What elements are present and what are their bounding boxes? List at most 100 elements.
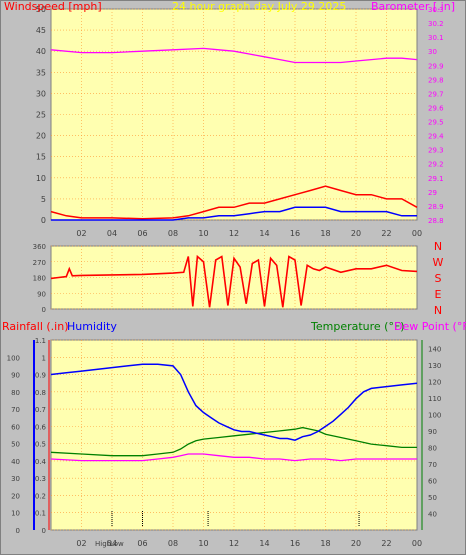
temp-tick-label: 110 — [428, 395, 441, 403]
humidity-tick-label: 70 — [11, 406, 20, 414]
x-tick-label: 08 — [168, 229, 178, 238]
compass-label: S — [435, 272, 442, 285]
wind-speed-line — [51, 206, 417, 221]
x-tick-label: 00 — [412, 229, 422, 238]
rain-tick-label: 0.4 — [35, 458, 47, 466]
rain-tick-label: 0.8 — [35, 389, 46, 397]
direction-axis-ticks: 0 90 180 270 360 — [33, 243, 46, 314]
temperature-axis-label: Temperature (°F) — [310, 320, 405, 333]
wind-gust-line — [50, 185, 418, 220]
x-tick-label: 18 — [320, 229, 330, 238]
direction-tick-label: 90 — [37, 290, 46, 298]
humidity-tick-label: 100 — [7, 354, 20, 362]
x-tick-label: 00 — [412, 539, 422, 548]
baro-tick-label: 29.7 — [428, 90, 444, 98]
top-x-ticks: 02 04 06 08 10 12 14 16 18 20 22 00 — [76, 229, 422, 238]
humidity-tick-label: 50 — [11, 441, 20, 449]
rain-tick-label: 0.1 — [35, 510, 46, 518]
x-tick-label: 06 — [137, 539, 147, 548]
x-tick-label: 20 — [351, 539, 361, 548]
temp-tick-label: 120 — [428, 378, 441, 386]
climate-plot-area — [50, 339, 418, 531]
wind-tick-label: 20 — [36, 132, 46, 141]
x-tick-label: 18 — [320, 539, 330, 548]
wind-tick-label: 30 — [36, 89, 46, 98]
baro-tick-label: 29.2 — [428, 161, 444, 169]
bottom-panel: 0 0.1 0.2 0.3 0.4 0.5 0.6 0.7 0.8 0.9 1 1.1 0 10 20 30… — [2, 320, 466, 548]
x-tick-label: 04 — [107, 229, 117, 238]
chart-title: 24 hour graph day July 29 2025 — [172, 0, 346, 13]
temp-tick-label: 80 — [428, 444, 437, 452]
dewpoint-line — [50, 453, 417, 462]
temp-tick-label: 50 — [428, 494, 437, 502]
x-tick-label: 02 — [76, 539, 86, 548]
rain-tick-label: 0.5 — [35, 441, 46, 449]
temp-tick-label: 70 — [428, 461, 437, 469]
x-tick-label: 20 — [351, 229, 361, 238]
temp-tick-label: 140 — [428, 345, 441, 353]
humidity-tick-label: 80 — [11, 389, 20, 397]
humidity-axis-label: Humidity — [67, 320, 117, 333]
humidity-tick-label: 60 — [11, 423, 20, 431]
baro-tick-label: 29.6 — [428, 104, 444, 112]
wind-tick-label: 0 — [41, 216, 46, 225]
x-tick-label: 04 — [107, 539, 117, 548]
rain-tick-label: 0.7 — [35, 406, 46, 414]
temp-tick-label: 90 — [428, 428, 437, 436]
humidity-tick-label: 40 — [11, 458, 20, 466]
x-tick-label: 02 — [76, 229, 86, 238]
wind-tick-label: 35 — [36, 68, 46, 77]
compass-label: N — [434, 240, 442, 253]
compass-label: E — [435, 288, 442, 301]
direction-tick-label: 0 — [42, 306, 46, 314]
temp-tick-label: 100 — [428, 411, 441, 419]
wind-direction-line — [50, 254, 418, 308]
humidity-tick-label: 10 — [11, 510, 20, 518]
dewpoint-axis-label: Dew Point (°F) — [394, 320, 466, 333]
baro-tick-label: 30.2 — [428, 20, 444, 28]
baro-tick-label: 29.4 — [428, 133, 444, 141]
baro-axis-label: Barometer [.in] — [371, 0, 455, 13]
barometer-line — [50, 47, 418, 64]
x-tick-label: 22 — [381, 229, 391, 238]
humidity-line — [50, 363, 418, 441]
baro-tick-label: 29.8 — [428, 76, 444, 84]
x-tick-label: 06 — [137, 229, 147, 238]
humidity-tick-label: 20 — [11, 492, 20, 500]
x-tick-label: 10 — [198, 539, 208, 548]
baro-tick-label: 30.3 — [428, 6, 444, 14]
rain-tick-label: 0.6 — [35, 423, 47, 431]
compass-label: N — [434, 304, 442, 317]
temp-tick-label: 40 — [428, 510, 437, 518]
x-tick-label: 14 — [259, 229, 269, 238]
wind-tick-label: 5 — [41, 195, 46, 204]
high-marker-label: High — [95, 540, 111, 548]
baro-tick-label: 30 — [428, 48, 437, 56]
baro-tick-label: 30.1 — [428, 34, 444, 42]
temp-tick-label: 60 — [428, 477, 437, 485]
wind-tick-label: 40 — [36, 47, 46, 56]
baro-tick-label: 29.5 — [428, 119, 444, 127]
x-tick-label: 10 — [198, 229, 208, 238]
wind-tick-label: 10 — [36, 174, 46, 183]
rain-tick-label: 0.3 — [35, 475, 46, 483]
rain-tick-label: 0.2 — [35, 492, 46, 500]
rain-axis-label: Rainfall (.in) — [2, 320, 69, 333]
humidity-axis-ticks: 0 10 20 30 40 50 60 70 80 90 100 — [7, 354, 20, 535]
temp-axis-ticks: 40 50 60 70 80 90 100 110 120 130 140 — [428, 345, 441, 518]
baro-tick-label: 29.3 — [428, 147, 444, 155]
baro-tick-label: 29.9 — [428, 62, 444, 70]
x-tick-label: 12 — [229, 539, 239, 548]
direction-tick-label: 180 — [33, 275, 46, 283]
direction-tick-label: 270 — [33, 259, 46, 267]
low-marker-label: Low — [110, 540, 124, 548]
rain-tick-label: 1.1 — [35, 337, 46, 345]
compass-label: W — [433, 256, 444, 269]
x-tick-label: 08 — [168, 539, 178, 548]
rain-axis-ticks: 0 0.1 0.2 0.3 0.4 0.5 0.6 0.7 0.8 0.9 1 1.1 — [35, 337, 47, 535]
wind-tick-label: 25 — [36, 111, 46, 120]
